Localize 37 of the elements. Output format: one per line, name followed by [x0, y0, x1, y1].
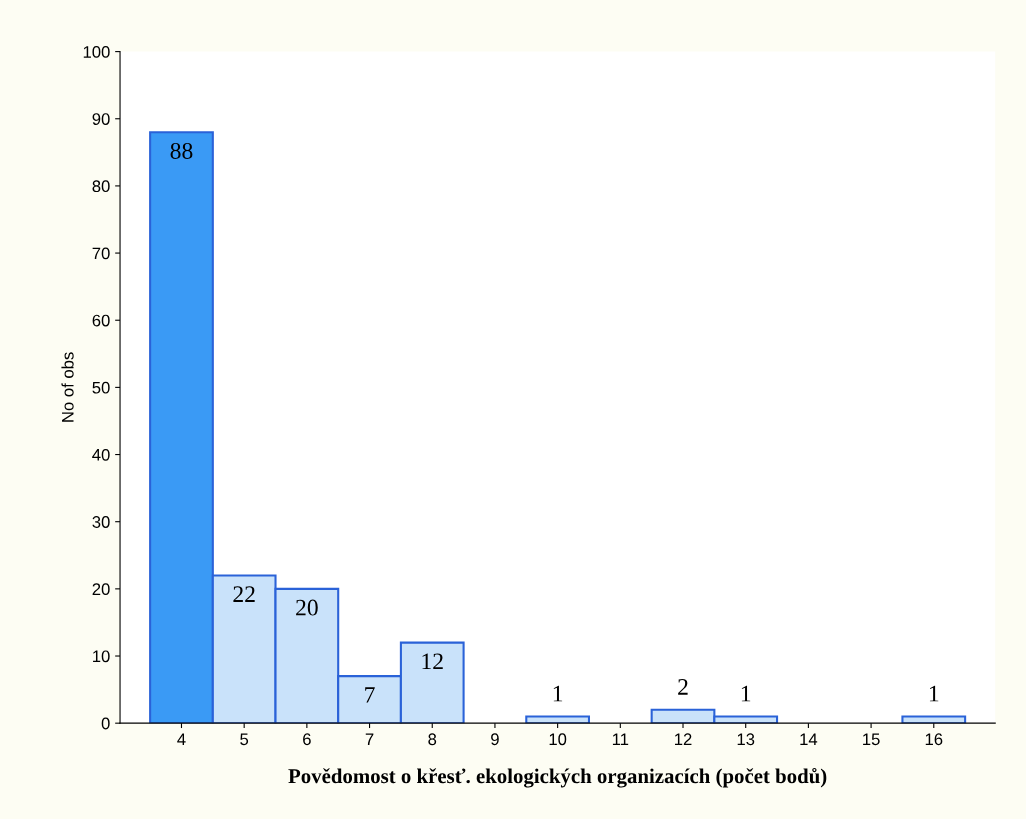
y-tick-label: 40	[92, 448, 110, 461]
x-tick-label: 6	[303, 733, 311, 746]
data-label: 2	[678, 679, 688, 695]
y-tick-label: 70	[92, 247, 110, 260]
data-label: 12	[422, 653, 443, 670]
data-label: 7	[365, 687, 375, 703]
y-tick-label: 60	[92, 314, 110, 327]
x-tick-label: 9	[491, 733, 499, 746]
y-tick-label: 50	[92, 381, 110, 394]
data-label: 88	[170, 142, 193, 159]
x-axis-title: Povědomost o křesť. ekologických organizacích (počet bodů)	[288, 767, 827, 788]
bar	[525, 715, 591, 724]
y-tick-label: 10	[93, 650, 110, 663]
x-tick-label: 10	[549, 733, 567, 746]
data-label: 1	[929, 685, 939, 702]
y-tick-label: 90	[92, 113, 110, 125]
y-tick-label: 30	[92, 516, 110, 528]
y-axis-title: No of obs	[61, 352, 74, 422]
x-tick-label: 4	[177, 733, 186, 745]
x-tick-label: 16	[925, 733, 943, 746]
data-label: 1	[741, 685, 751, 702]
x-tick-label: 13	[737, 733, 755, 746]
x-tick-label: 11	[612, 733, 629, 745]
y-tick-label: 0	[101, 717, 110, 730]
x-tick-label: 8	[428, 733, 437, 746]
bar	[901, 715, 967, 724]
data-label: 20	[296, 599, 318, 616]
x-tick-label: 12	[675, 733, 692, 745]
data-label: 1	[553, 685, 563, 702]
data-label: 22	[233, 586, 255, 602]
x-tick-label: 15	[863, 733, 880, 746]
y-tick-label: 100	[83, 46, 110, 58]
x-tick-label: 14	[800, 733, 818, 745]
y-tick-label: 80	[92, 180, 110, 193]
x-tick-label: 5	[240, 733, 249, 746]
x-tick-label: 7	[365, 733, 374, 745]
y-tick-label: 20	[92, 583, 110, 596]
